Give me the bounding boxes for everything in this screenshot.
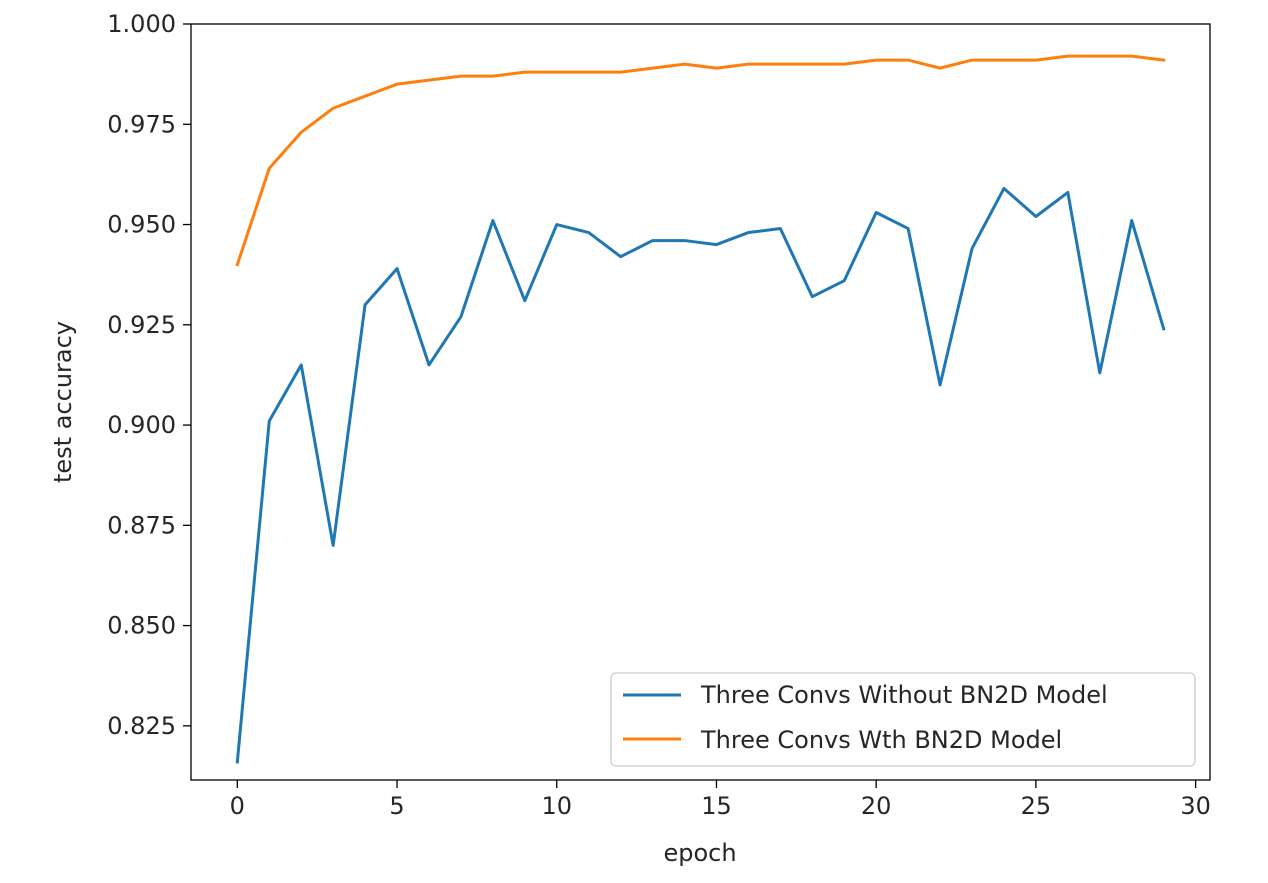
y-axis-ticks: 0.825 0.850 0.875 0.900 0.925 0.950 0.975 1.000 xyxy=(107,10,191,740)
x-tick-label: 25 xyxy=(1021,792,1052,820)
legend: Three Convs Without BN2D Model Three Con… xyxy=(610,672,1196,767)
series-layer xyxy=(235,54,1166,764)
y-tick-label: 0.925 xyxy=(107,311,176,339)
y-tick-label: 0.825 xyxy=(107,712,176,740)
plot-frame xyxy=(190,23,1211,781)
y-tick-label: 0.975 xyxy=(107,110,176,138)
x-tick-label: 30 xyxy=(1180,792,1211,820)
x-axis-label: epoch xyxy=(663,839,736,867)
y-tick-label: 0.875 xyxy=(107,511,176,539)
x-tick-label: 5 xyxy=(389,792,404,820)
x-tick-label: 15 xyxy=(701,792,732,820)
x-axis-ticks: 0 5 10 15 20 25 30 xyxy=(230,780,1211,820)
series-line-0 xyxy=(235,186,1166,764)
x-tick-label: 0 xyxy=(230,792,245,820)
x-tick-label: 20 xyxy=(861,792,892,820)
y-tick-label: 0.850 xyxy=(107,612,176,640)
legend-label-with-bn2d: Three Convs Wth BN2D Model xyxy=(700,726,1062,754)
series-line-1 xyxy=(235,54,1166,267)
y-tick-label: 0.900 xyxy=(107,411,176,439)
y-tick-label: 1.000 xyxy=(107,10,176,38)
x-tick-label: 10 xyxy=(541,792,572,820)
y-axis-label: test accuracy xyxy=(49,321,77,483)
y-tick-label: 0.950 xyxy=(107,211,176,239)
legend-label-without-bn2d: Three Convs Without BN2D Model xyxy=(700,681,1108,709)
legend-box xyxy=(610,672,1196,767)
